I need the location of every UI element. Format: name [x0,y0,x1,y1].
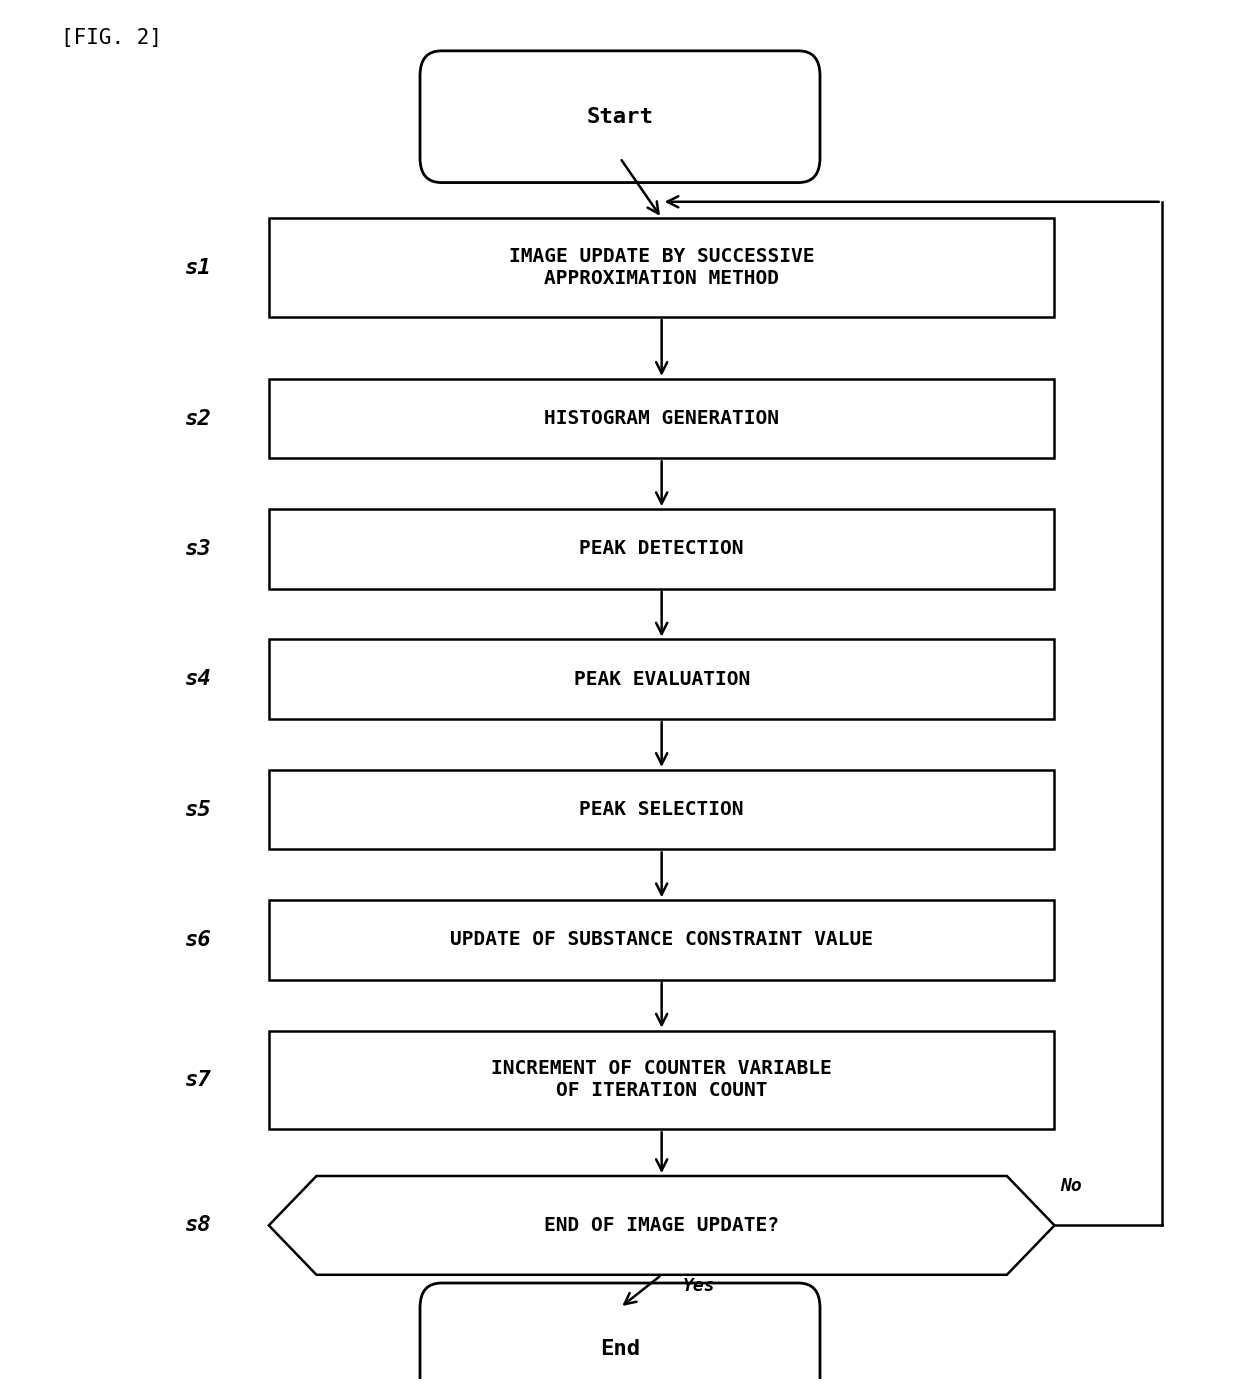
FancyBboxPatch shape [420,51,820,183]
Bar [269,378,1054,459]
FancyBboxPatch shape [420,1283,820,1386]
Text: s5: s5 [184,800,211,819]
Text: Yes: Yes [683,1277,715,1295]
Bar [269,900,1054,980]
Text: IMAGE UPDATE BY SUCCESSIVE
APPROXIMATION METHOD: IMAGE UPDATE BY SUCCESSIVE APPROXIMATION… [508,247,815,288]
Polygon shape [269,1175,1054,1275]
Bar [269,639,1054,719]
Bar [269,509,1054,589]
Text: UPDATE OF SUBSTANCE CONSTRAINT VALUE: UPDATE OF SUBSTANCE CONSTRAINT VALUE [450,930,873,949]
Bar [269,769,1054,850]
Text: PEAK EVALUATION: PEAK EVALUATION [574,669,750,689]
Text: [FIG. 2]: [FIG. 2] [61,28,161,47]
Text: s4: s4 [184,669,211,689]
Text: s3: s3 [184,539,211,559]
Text: s8: s8 [184,1216,211,1235]
Text: INCREMENT OF COUNTER VARIABLE
OF ITERATION COUNT: INCREMENT OF COUNTER VARIABLE OF ITERATI… [491,1059,832,1100]
Text: END OF IMAGE UPDATE?: END OF IMAGE UPDATE? [544,1216,779,1235]
Text: PEAK DETECTION: PEAK DETECTION [579,539,744,559]
Text: HISTOGRAM GENERATION: HISTOGRAM GENERATION [544,409,779,428]
Text: PEAK SELECTION: PEAK SELECTION [579,800,744,819]
Text: s1: s1 [184,258,211,277]
Text: No: No [1060,1177,1083,1195]
Text: Start: Start [587,107,653,126]
Bar [269,1031,1054,1130]
Text: s6: s6 [184,930,211,949]
Bar [269,218,1054,317]
Text: s7: s7 [184,1070,211,1089]
Text: End: End [600,1339,640,1358]
Text: s2: s2 [184,409,211,428]
